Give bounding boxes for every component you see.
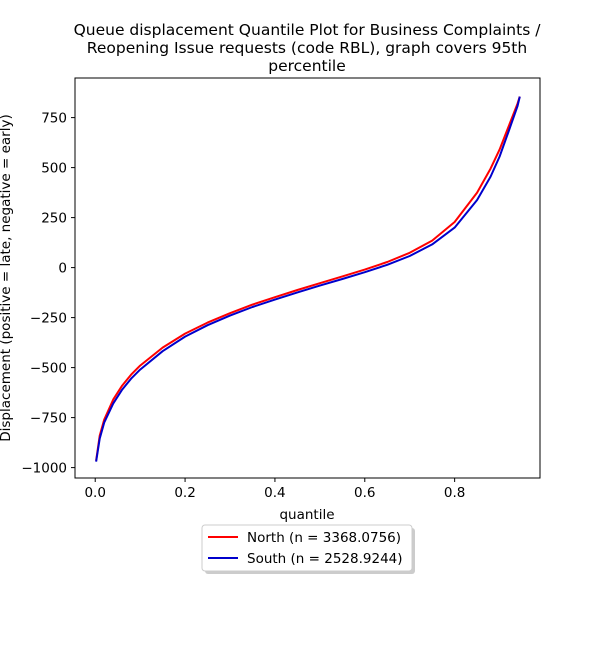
legend-box — [201, 524, 413, 572]
chart-title-line-3: percentile — [268, 57, 346, 75]
chart-title: Queue displacement Quantile Plot for Bus… — [74, 21, 542, 75]
y-axis-label: Displacement (positive = late, negative … — [0, 114, 14, 442]
series-line-south — [95, 96, 521, 462]
y-tick-label: 250 — [41, 211, 67, 227]
y-axis-ticks: −1000 −750 −500 −250 0 250 500 750 — [21, 111, 75, 477]
y-tick-label: 500 — [41, 161, 67, 177]
series-line-north — [95, 96, 521, 461]
x-axis-label: quantile — [279, 507, 334, 523]
x-tick-label: 0.6 — [354, 485, 375, 501]
y-tick-label: −250 — [30, 311, 67, 327]
x-axis-ticks: 0.0 0.2 0.4 0.6 0.8 — [84, 478, 465, 501]
y-tick-label: −750 — [30, 411, 67, 427]
legend-label-south: South (n = 2528.9244) — [247, 551, 403, 567]
y-tick-label: 750 — [41, 111, 67, 127]
legend-label-north: North (n = 3368.0756) — [247, 530, 401, 546]
x-tick-label: 0.0 — [84, 485, 105, 501]
plot-area-frame — [74, 77, 541, 479]
y-tick-label: 0 — [58, 261, 67, 277]
legend: North (n = 3368.0756) South (n = 2528.92… — [201, 524, 415, 574]
x-tick-label: 0.8 — [444, 485, 465, 501]
chart-title-line-2: Reopening Issue requests (code RBL), gra… — [87, 39, 527, 57]
series-layer — [95, 96, 521, 462]
x-tick-label: 0.4 — [264, 485, 285, 501]
chart-title-line-1: Queue displacement Quantile Plot for Bus… — [74, 21, 542, 39]
y-tick-label: −1000 — [21, 461, 67, 477]
y-tick-label: −500 — [30, 361, 67, 377]
x-tick-label: 0.2 — [174, 485, 195, 501]
